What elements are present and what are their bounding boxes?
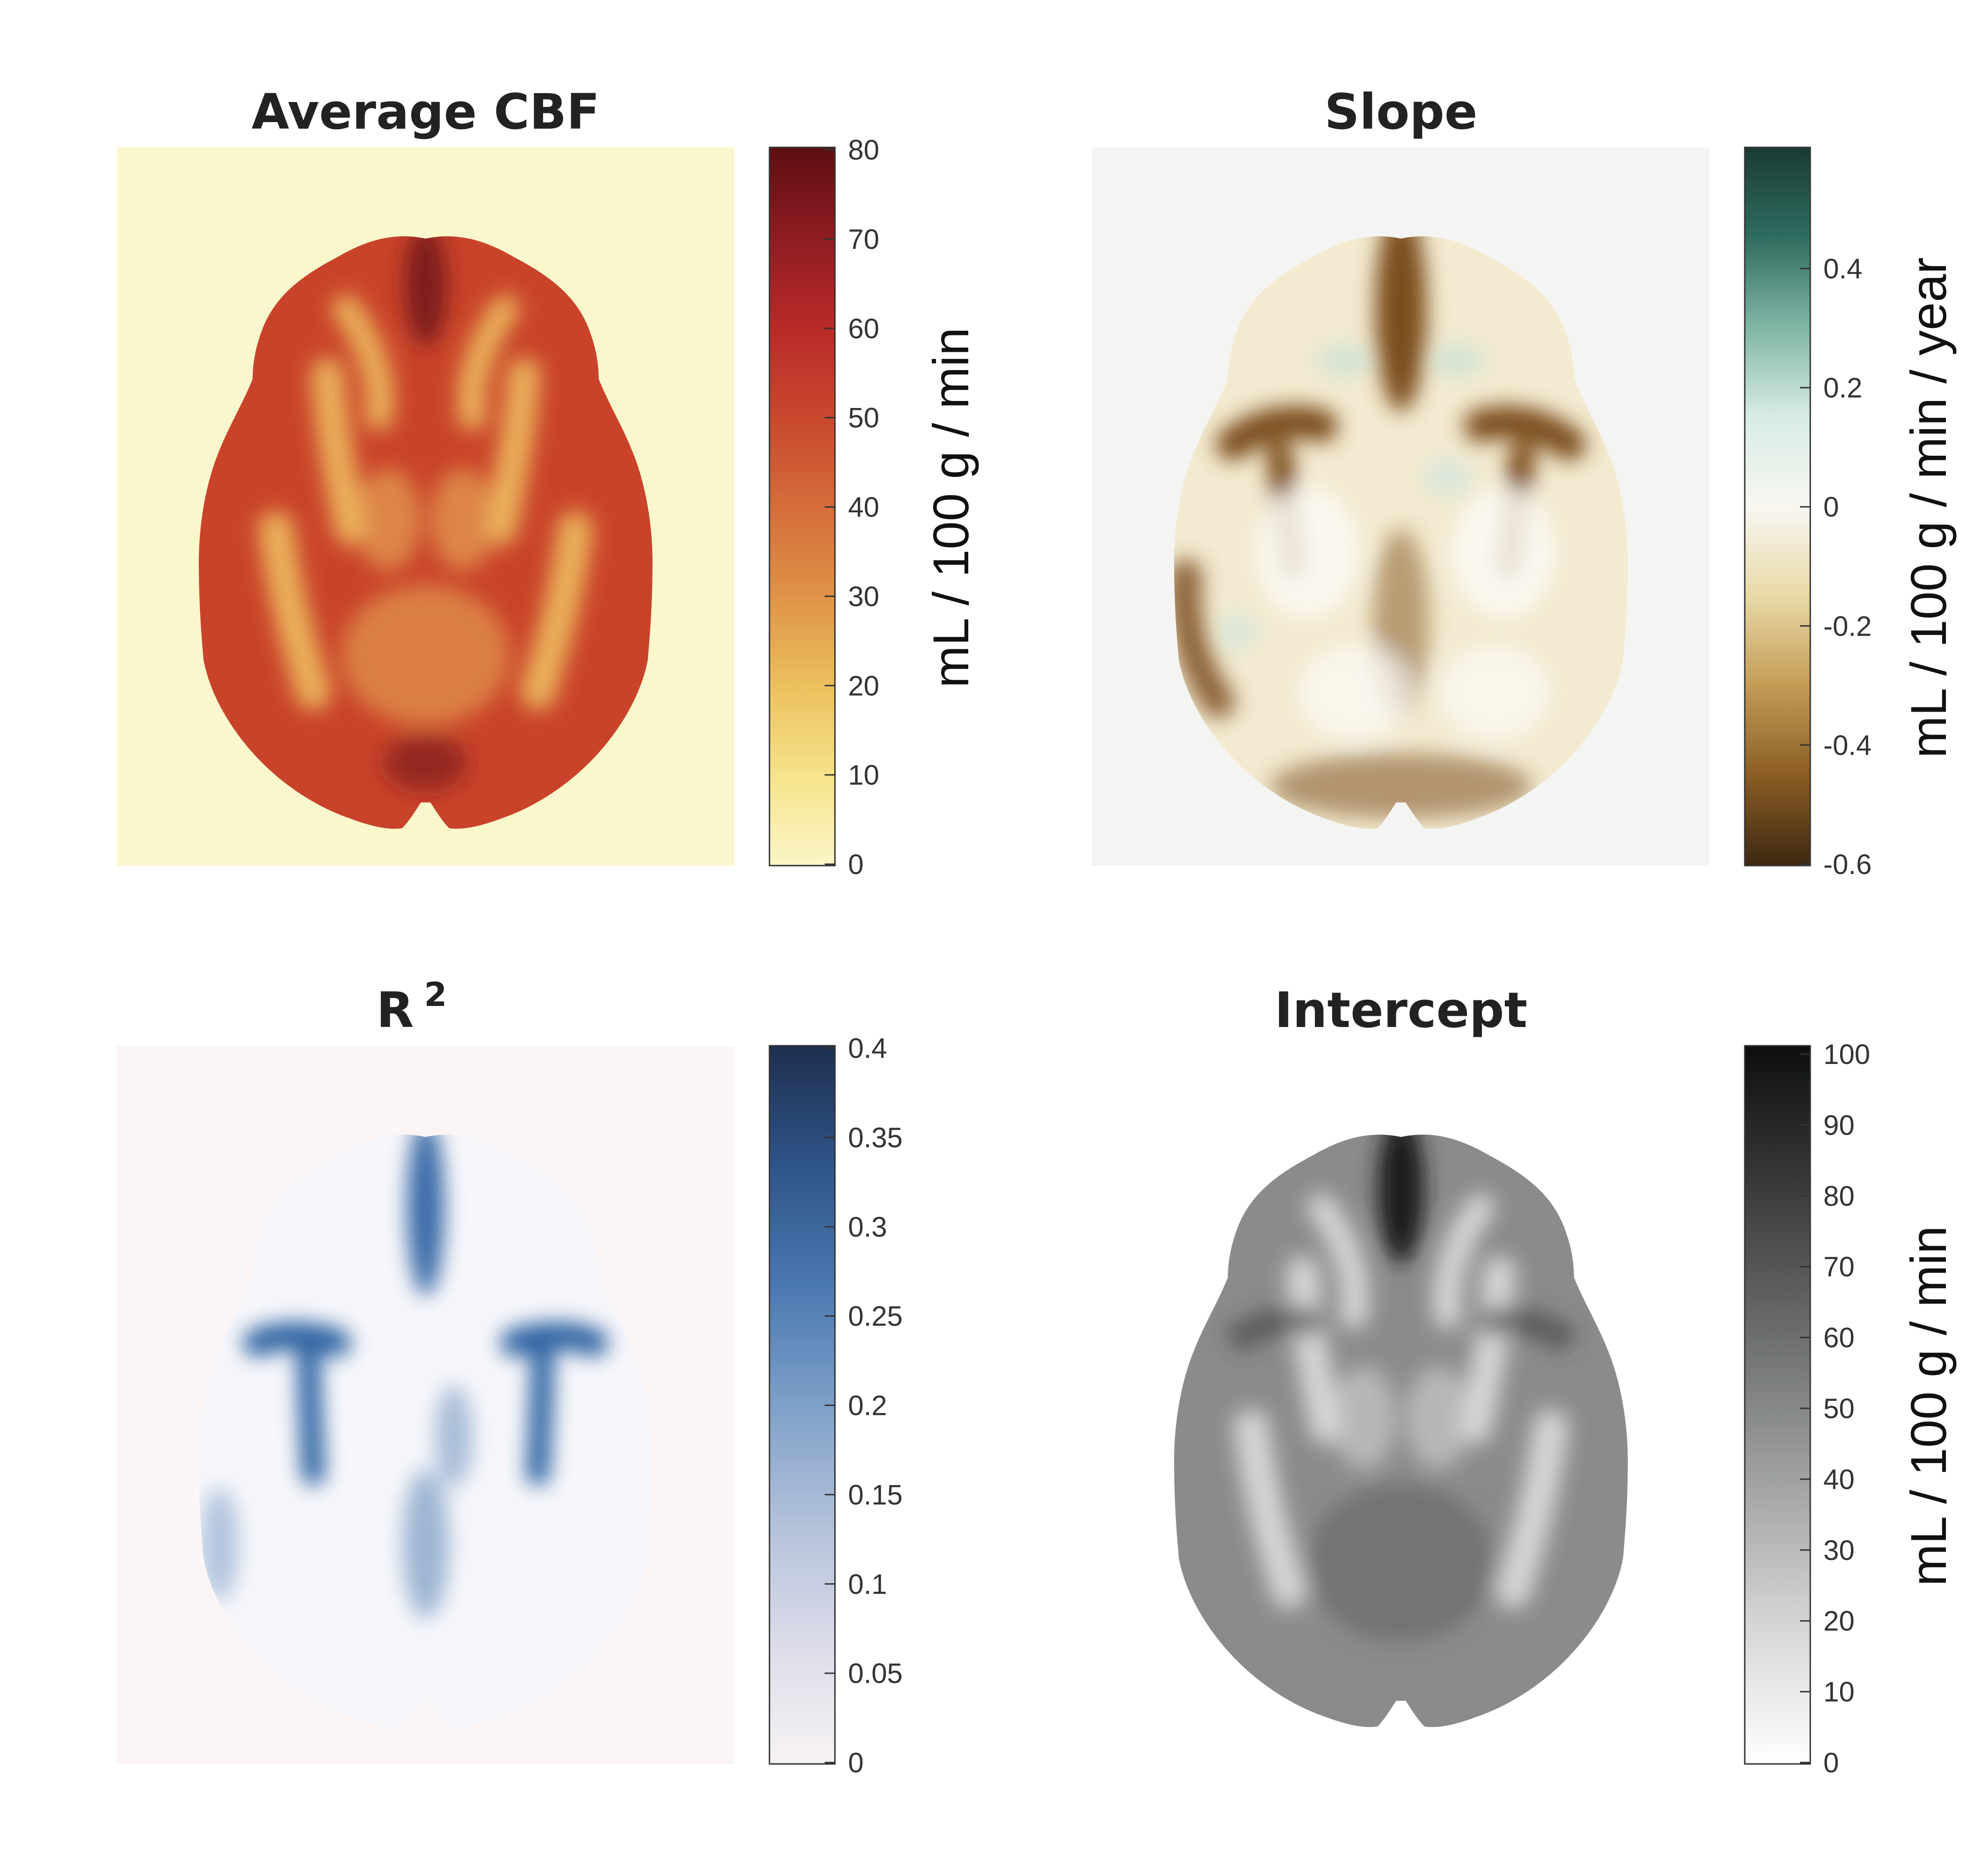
colorbar-tick-label: 0.15 xyxy=(848,1479,903,1510)
title-superscript-r-squared: 2 xyxy=(424,976,447,1014)
colorbar-tick-label: 30 xyxy=(848,581,879,612)
colorbar-tick-label: -0.6 xyxy=(1823,849,1872,880)
colorbar-tick-label: 90 xyxy=(1823,1109,1855,1141)
panel-title-slope: Slope xyxy=(1325,83,1478,140)
colorbar-tick-label: 70 xyxy=(1823,1251,1855,1282)
panel-title-average-cbf: Average CBF xyxy=(252,83,600,140)
colorbar-slope: 0.4 0.2 0 -0.2 -0.4 -0.6 xyxy=(1744,146,1872,880)
colorbar-label-slope: mL / 100 g / min / year xyxy=(1900,257,1957,758)
colorbar-tick-label: 10 xyxy=(848,759,879,791)
colorbar-tick-label: 0.05 xyxy=(848,1658,903,1689)
panel-title-intercept: Intercept xyxy=(1275,982,1528,1039)
colorbar-tick-label: 100 xyxy=(1823,1039,1870,1070)
colorbar-tick-label: 40 xyxy=(848,492,879,523)
colorbar-tick-label: 0.2 xyxy=(848,1390,887,1421)
colorbar-tick-label: 0 xyxy=(848,849,863,880)
colorbar-tick-label: 20 xyxy=(848,670,879,701)
colorbar-tick-label: 0.4 xyxy=(848,1033,887,1064)
panel-slope: Slope xyxy=(1092,83,1957,880)
colorbar-tick-label: 40 xyxy=(1823,1464,1855,1495)
colorbar-tick-label: 60 xyxy=(1823,1322,1855,1354)
colorbar-tick-label: -0.2 xyxy=(1823,611,1872,642)
colorbar-ticks-r-squared: 0.4 0.35 0.3 0.25 0.2 0.15 0.1 0.05 0 xyxy=(825,1033,903,1778)
colorbar-tick-label: -0.4 xyxy=(1823,729,1872,761)
colorbar-label-average-cbf: mL / 100 g / min xyxy=(922,328,979,688)
colorbar-tick-label: 50 xyxy=(1823,1393,1855,1424)
colorbar-gradient-intercept xyxy=(1744,1045,1811,1765)
colorbar-r-squared: 0.4 0.35 0.3 0.25 0.2 0.15 0.1 0.05 0 xyxy=(769,1033,903,1778)
colorbar-tick-label: 80 xyxy=(848,134,879,166)
colorbar-ticks-slope: 0.4 0.2 0 -0.2 -0.4 -0.6 xyxy=(1800,253,1872,880)
colorbar-average-cbf: 80 70 60 50 40 30 20 10 0 xyxy=(769,134,879,880)
colorbar-tick-label: 30 xyxy=(1823,1535,1855,1566)
colorbar-tick-label: 20 xyxy=(1823,1605,1855,1637)
colorbar-tick-label: 60 xyxy=(848,313,879,344)
colorbar-tick-label: 80 xyxy=(1823,1180,1855,1212)
colorbar-ticks-average-cbf: 80 70 60 50 40 30 20 10 0 xyxy=(825,134,879,880)
colorbar-tick-label: 0.1 xyxy=(848,1568,887,1600)
colorbar-tick-label: 0.3 xyxy=(848,1211,887,1243)
colorbar-gradient-average-cbf xyxy=(769,146,836,867)
colorbar-gradient-r-squared xyxy=(769,1045,836,1765)
colorbar-tick-label: 50 xyxy=(848,402,879,434)
colorbar-tick-label: 0.25 xyxy=(848,1301,903,1332)
brain-image-average-cbf xyxy=(199,236,653,829)
colorbar-tick-label: 70 xyxy=(848,224,879,255)
brain-image-r-squared xyxy=(199,1134,653,1727)
colorbar-tick-label: 0.4 xyxy=(1823,253,1862,284)
colorbar-tick-label: 10 xyxy=(1823,1676,1855,1708)
brain-image-slope xyxy=(1174,236,1628,829)
colorbar-tick-label: 0 xyxy=(848,1747,863,1778)
panel-average-cbf: Average CBF 80 70 60 50 40 30 20 10 0 mL / 100 g… xyxy=(117,83,979,880)
colorbar-tick-label: 0.2 xyxy=(1823,372,1862,404)
colorbar-tick-label: 0 xyxy=(1823,1747,1839,1778)
colorbar-tick-label: 0 xyxy=(1823,491,1839,523)
colorbar-tick-label: 0.35 xyxy=(848,1122,903,1153)
brain-image-intercept xyxy=(1174,1134,1628,1727)
colorbar-label-intercept: mL / 100 g / min xyxy=(1900,1226,1957,1586)
